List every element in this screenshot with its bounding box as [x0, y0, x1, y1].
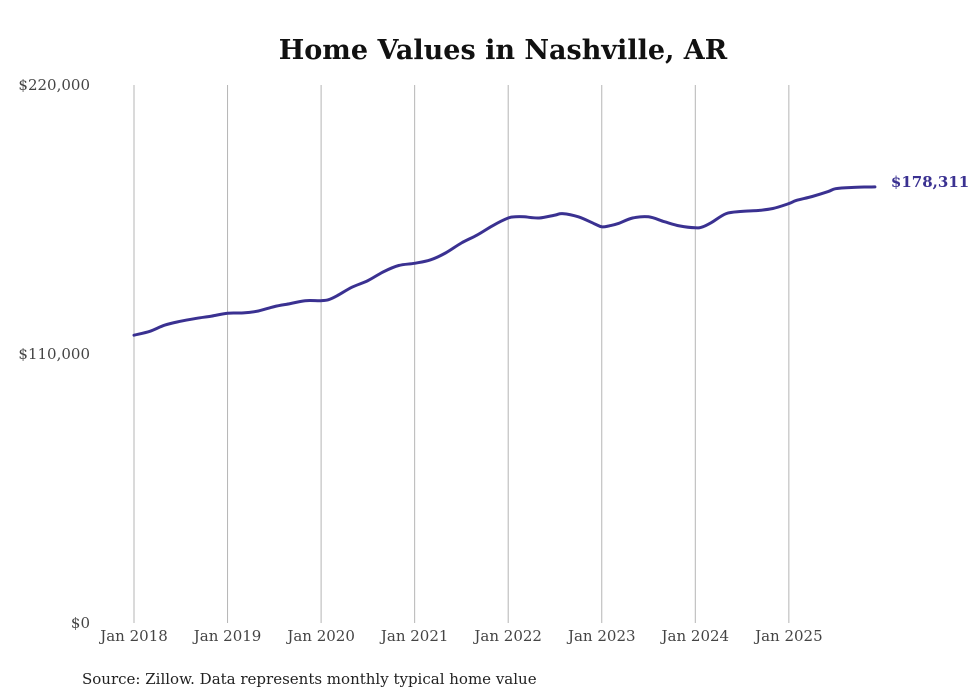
x-axis-ticks: Jan 2018 Jan 2019 Jan 2020 Jan 2021 Jan 2022… [98, 627, 822, 645]
x-tick-label: Jan 2023 [566, 627, 636, 645]
gridlines [133, 85, 790, 623]
x-tick-label: Jan 2024 [660, 627, 730, 645]
series-end-label: $178,311 [891, 173, 969, 191]
y-axis-ticks: $0 $110,000 $220,000 [18, 76, 90, 632]
x-tick-label: Jan 2021 [379, 627, 449, 645]
series-line-0 [132, 185, 877, 337]
chart-title: Home Values in Nashville, AR [279, 35, 728, 66]
x-tick-label: Jan 2022 [472, 627, 542, 645]
y-tick-label: $110,000 [18, 345, 90, 363]
x-tick-label: Jan 2020 [285, 627, 355, 645]
series-layer: $178,311 [132, 173, 969, 337]
x-tick-label: Jan 2018 [98, 627, 168, 645]
source-note: Source: Zillow. Data represents monthly … [82, 670, 537, 688]
x-tick-label: Jan 2019 [192, 627, 262, 645]
x-tick-label: Jan 2025 [753, 627, 823, 645]
y-tick-label: $0 [71, 614, 90, 632]
y-tick-label: $220,000 [18, 76, 90, 94]
